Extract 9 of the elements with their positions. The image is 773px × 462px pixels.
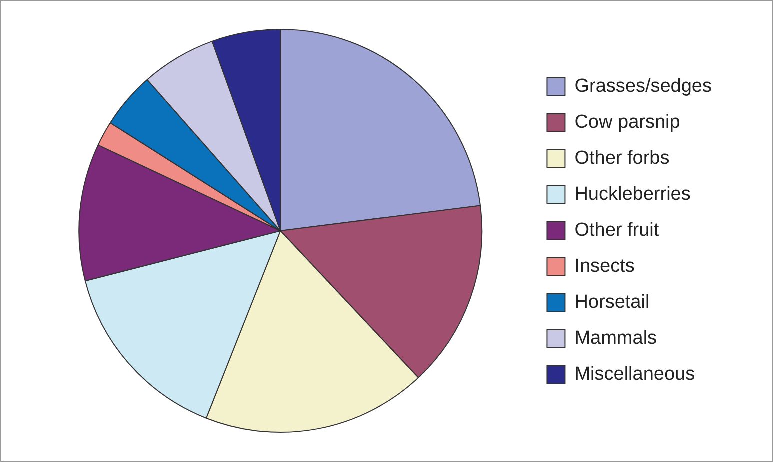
legend-label: Insects [574, 256, 635, 278]
legend-label: Mammals [574, 328, 658, 350]
legend-label: Other fruit [574, 220, 660, 242]
legend-label: Huckleberries [574, 184, 691, 206]
legend-label: Grasses/sedges [574, 76, 712, 98]
legend-label: Other forbs [574, 148, 670, 170]
legend-label: Cow parsnip [574, 112, 680, 134]
legend-label: Horsetail [574, 292, 650, 314]
legend-label: Miscellaneous [574, 364, 696, 386]
